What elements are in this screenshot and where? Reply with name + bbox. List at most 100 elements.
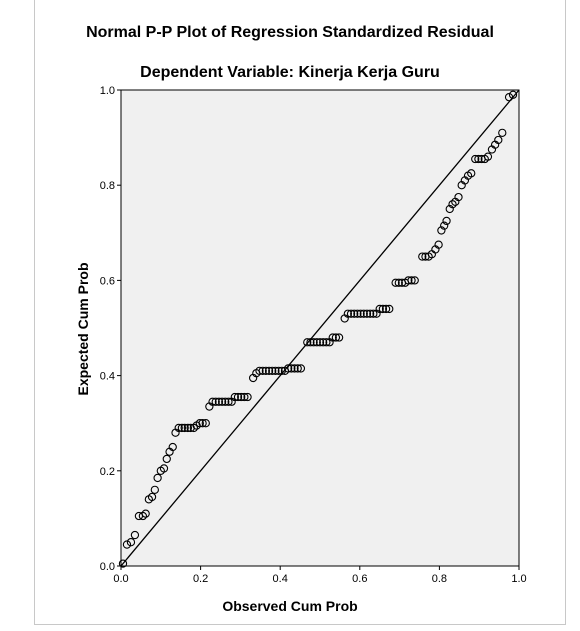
data-point — [437, 226, 446, 235]
data-point — [141, 509, 150, 518]
data-point — [211, 397, 220, 406]
data-point — [442, 216, 451, 226]
data-point — [240, 392, 249, 402]
data-point — [471, 154, 480, 164]
data-point — [303, 338, 312, 347]
chart-frame — [34, 0, 566, 625]
data-point — [504, 92, 514, 102]
data-point — [328, 333, 337, 342]
data-point — [243, 392, 252, 402]
x-tick-label: 0.6 — [352, 573, 367, 585]
data-point — [290, 364, 299, 373]
data-point — [162, 454, 171, 464]
data-point — [454, 192, 463, 202]
data-point — [407, 276, 416, 285]
data-point — [230, 392, 239, 402]
data-point — [293, 364, 302, 373]
data-point — [346, 309, 356, 318]
data-point — [404, 276, 413, 285]
data-point — [322, 338, 331, 347]
data-point — [350, 309, 359, 318]
data-point — [264, 366, 274, 375]
y-tick-label: 0.2 — [100, 466, 115, 478]
data-point — [150, 485, 159, 494]
data-point — [331, 333, 341, 342]
x-axis-label: Observed Cum Prob — [222, 598, 358, 614]
data-point — [508, 90, 518, 99]
data-point — [494, 135, 503, 145]
data-point — [159, 464, 169, 473]
data-point — [359, 309, 368, 318]
data-point — [180, 423, 189, 433]
data-point — [296, 364, 306, 373]
data-point — [258, 366, 267, 375]
data-point — [284, 364, 293, 373]
y-tick-label: 0.8 — [100, 180, 115, 192]
data-point — [174, 423, 183, 433]
data-point — [126, 538, 136, 547]
data-point — [138, 511, 148, 521]
x-tick-label: 0.2 — [193, 573, 208, 585]
data-point — [177, 423, 187, 433]
data-point — [315, 338, 325, 347]
chart-title: Normal P-P Plot of Regression Standardiz… — [86, 24, 494, 41]
data-point — [334, 333, 344, 342]
data-point — [233, 392, 243, 402]
data-point — [319, 338, 328, 347]
data-point — [237, 392, 246, 402]
y-axis-label: Expected Cum Prob — [75, 262, 91, 396]
data-point — [385, 304, 394, 314]
data-point — [189, 423, 198, 433]
data-point — [381, 304, 391, 314]
x-tick-label: 1.0 — [511, 573, 526, 585]
data-point — [467, 169, 476, 178]
data-point — [418, 252, 427, 261]
data-point — [147, 492, 157, 502]
data-point — [183, 423, 193, 433]
data-point — [217, 397, 227, 406]
data-point — [306, 338, 315, 347]
reference-line — [120, 89, 520, 567]
data-point — [271, 366, 280, 375]
data-point — [356, 309, 365, 318]
data-point — [268, 366, 277, 375]
data-point — [369, 309, 378, 318]
data-point — [287, 364, 296, 373]
x-tick-label: 0.4 — [273, 573, 288, 585]
data-point — [474, 154, 483, 164]
chart-subtitle: Dependent Variable: Kinerja Kerja Guru — [140, 64, 440, 81]
data-point — [208, 397, 217, 406]
data-point — [353, 309, 362, 318]
data-point — [391, 278, 400, 287]
x-tick-label: 0.8 — [432, 573, 447, 585]
y-tick-label: 0.6 — [100, 275, 115, 287]
data-point — [255, 366, 264, 375]
data-point — [224, 397, 233, 406]
data-point — [440, 221, 449, 230]
data-point — [274, 366, 283, 375]
data-point — [221, 397, 230, 406]
data-point — [122, 540, 132, 549]
data-point — [365, 309, 375, 318]
data-point — [312, 338, 321, 347]
x-tick-label: 0.0 — [113, 573, 128, 585]
data-point — [198, 419, 207, 428]
data-point — [483, 152, 493, 161]
data-point — [343, 309, 353, 318]
y-axis-ticks: 0.0 0.2 0.4 0.6 0.8 1.0 — [100, 85, 121, 573]
data-point — [445, 204, 454, 214]
data-point — [448, 200, 457, 209]
data-point — [214, 397, 224, 406]
data-point — [362, 309, 372, 318]
data-point — [168, 442, 177, 452]
data-points — [118, 90, 518, 568]
data-point — [378, 304, 388, 314]
data-point — [201, 419, 210, 428]
data-point — [375, 304, 384, 314]
data-point — [261, 366, 271, 375]
data-point — [434, 240, 443, 249]
data-point — [394, 278, 403, 287]
x-axis-ticks: 0.0 0.2 0.4 0.6 0.8 1.0 — [113, 566, 527, 585]
data-point — [130, 530, 140, 540]
